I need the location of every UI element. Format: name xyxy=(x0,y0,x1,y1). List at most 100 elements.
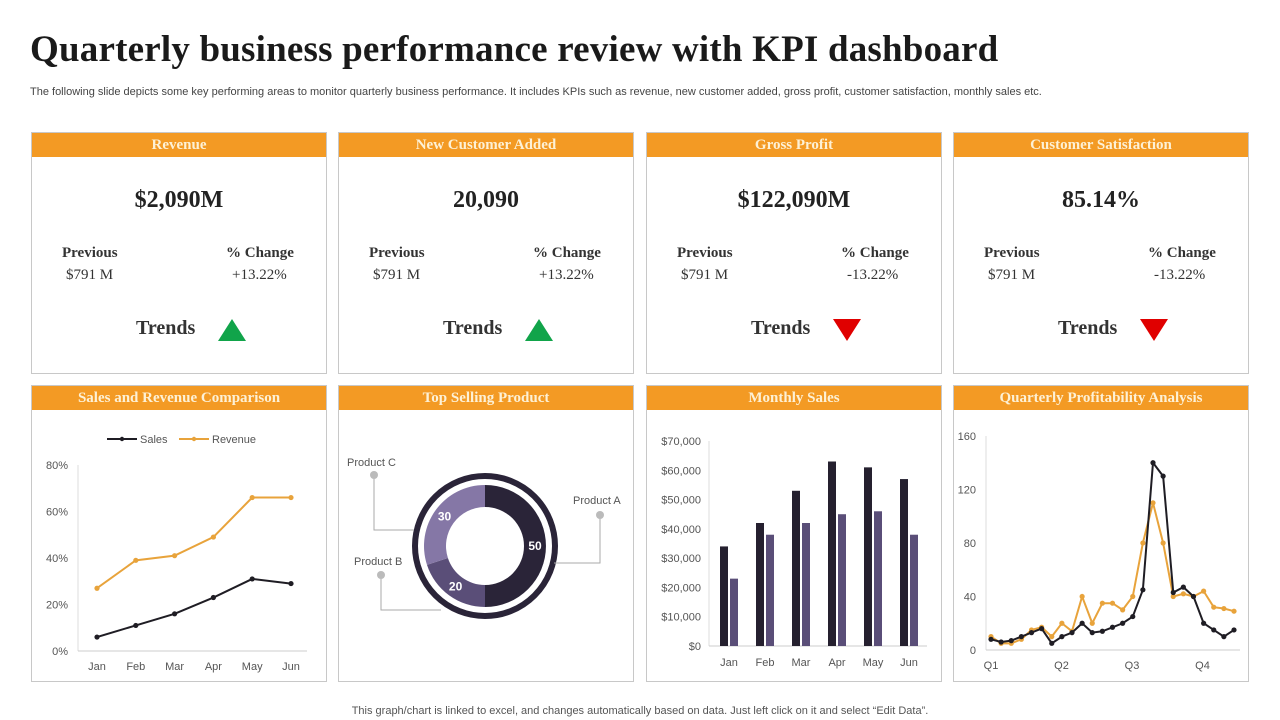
top-product-chart[interactable]: 50 20 30 Product A Product B Product C xyxy=(339,410,635,682)
trend-up-icon xyxy=(525,319,553,341)
data-point xyxy=(1089,620,1095,626)
data-point xyxy=(998,639,1004,645)
slice-label: Product B xyxy=(354,556,402,568)
y-tick-label: $30,000 xyxy=(661,553,701,565)
x-tick-label: Mar xyxy=(792,657,811,669)
data-point xyxy=(1180,584,1186,590)
y-tick-label: 40% xyxy=(46,553,68,565)
change-label: % Change xyxy=(841,245,909,261)
data-point xyxy=(1231,608,1237,614)
kpi-value: 85.14% xyxy=(1062,187,1140,213)
data-point xyxy=(1059,620,1065,626)
data-point xyxy=(988,636,994,642)
kpi-value: 20,090 xyxy=(453,187,519,213)
x-tick-label: Jan xyxy=(720,657,738,669)
data-point xyxy=(1231,627,1237,633)
previous-value: $791 M xyxy=(988,267,1036,283)
donut-gap-ring xyxy=(418,479,552,613)
y-tick-label: 160 xyxy=(958,431,976,443)
legend-label: Sales xyxy=(140,434,168,446)
data-point xyxy=(133,622,139,629)
bar xyxy=(828,461,836,646)
sales-revenue-chart[interactable]: 0% 20% 40% 60% 80% Jan Feb Mar Apr May Jun Sales Rev… xyxy=(32,410,328,682)
change-label: % Change xyxy=(1148,245,1216,261)
slice-value: 50 xyxy=(528,539,542,553)
x-tick-label: May xyxy=(242,661,263,673)
y-tick-label: $40,000 xyxy=(661,524,701,536)
monthly-sales-card: Monthly Sales $0 $10,000 $20,000 $30,000 $40… xyxy=(646,385,942,682)
previous-label: Previous xyxy=(369,245,425,261)
slice-value: 20 xyxy=(449,579,463,593)
data-point xyxy=(172,611,178,617)
legend-marker xyxy=(191,436,197,442)
trend-up-icon xyxy=(218,319,246,341)
data-point xyxy=(210,594,216,601)
trends-label: Trends xyxy=(136,317,196,339)
data-point xyxy=(1039,626,1045,632)
data-point xyxy=(1008,638,1014,644)
bar xyxy=(874,511,882,646)
x-tick-label: May xyxy=(863,657,884,669)
trend-down-icon xyxy=(833,319,861,341)
data-point xyxy=(1160,540,1166,546)
data-point xyxy=(1079,593,1085,600)
change-value: +13.22% xyxy=(232,267,287,283)
donut-slice xyxy=(424,485,485,565)
data-point xyxy=(1170,589,1176,596)
data-point xyxy=(1221,605,1227,612)
card-header: Monthly Sales xyxy=(647,386,941,410)
series-line-sales xyxy=(96,577,292,639)
data-point xyxy=(210,534,216,540)
trend-down-icon xyxy=(1140,319,1168,341)
donut-slice xyxy=(426,558,485,607)
sales-revenue-card: Sales and Revenue Comparison 0% 20% 40% 60%… xyxy=(31,385,327,682)
data-point xyxy=(1049,640,1055,646)
y-tick-label: 120 xyxy=(958,485,976,497)
data-point xyxy=(1120,620,1126,626)
kpi-card: Customer Satisfaction 85.14% Previous $7… xyxy=(953,132,1249,374)
profitability-chart[interactable]: 0 40 80 120 160 Q1 Q2 Q3 Q4 xyxy=(954,410,1250,682)
monthly-sales-chart[interactable]: $0 $10,000 $20,000 $30,000 $40,000 $50,000 $60… xyxy=(647,410,943,682)
kpi-value: $2,090M xyxy=(134,187,224,213)
series-line xyxy=(990,502,1235,645)
previous-value: $791 M xyxy=(66,267,114,283)
bar xyxy=(756,523,764,646)
leader-dot xyxy=(377,571,385,579)
trends-label: Trends xyxy=(443,317,503,339)
data-point xyxy=(288,580,294,587)
bar xyxy=(900,479,908,646)
data-point xyxy=(1028,630,1035,636)
slice-label: Product C xyxy=(347,457,396,469)
x-tick-label: Apr xyxy=(205,661,222,673)
kpi-title: Customer Satisfaction xyxy=(954,133,1248,157)
change-label: % Change xyxy=(226,245,294,261)
change-value: -13.22% xyxy=(1154,267,1206,283)
data-point xyxy=(1079,620,1085,626)
data-point xyxy=(94,634,100,640)
data-point xyxy=(1109,600,1116,606)
data-point xyxy=(1130,593,1136,600)
data-point xyxy=(1180,591,1186,597)
data-point xyxy=(1109,624,1116,630)
series-line-revenue xyxy=(96,496,291,590)
data-point xyxy=(1140,540,1146,546)
slice-label: Product A xyxy=(573,495,621,507)
profitability-card: Quarterly Profitability Analysis 0 40 80 12… xyxy=(953,385,1249,682)
y-tick-label: 60% xyxy=(46,507,68,519)
data-point xyxy=(1130,613,1136,620)
data-point xyxy=(1170,593,1176,600)
data-point xyxy=(1089,630,1095,636)
donut-outer-ring xyxy=(412,473,558,619)
y-tick-label: $20,000 xyxy=(661,582,701,594)
leader-line xyxy=(373,475,414,531)
card-header: Top Selling Product xyxy=(339,386,633,410)
previous-label: Previous xyxy=(62,245,118,261)
data-point xyxy=(1140,587,1146,593)
x-tick-label: Jan xyxy=(88,661,106,673)
data-point xyxy=(1069,630,1075,636)
data-point xyxy=(1120,607,1126,613)
change-value: -13.22% xyxy=(847,267,899,283)
data-point xyxy=(249,576,255,582)
bar xyxy=(720,546,728,646)
y-tick-label: $50,000 xyxy=(661,495,701,507)
